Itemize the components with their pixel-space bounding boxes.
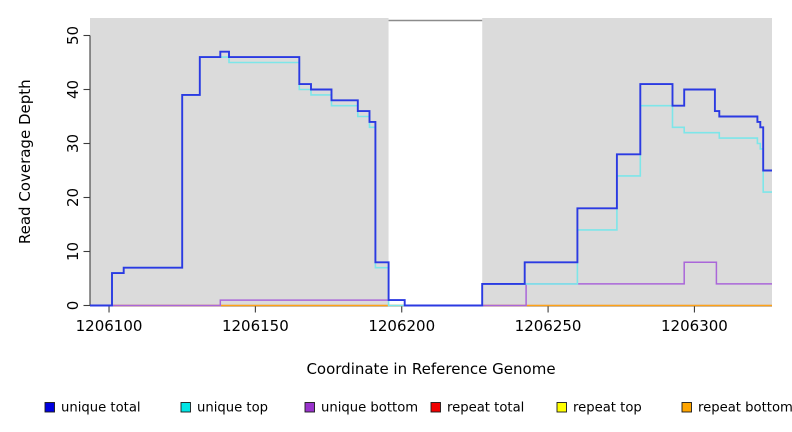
y-tick-label: 20: [64, 188, 82, 207]
coverage-region-shade: [90, 18, 389, 306]
series-line-unique-bottom: [90, 261, 772, 307]
y-tick-label: 0: [64, 301, 82, 311]
legend-label-unique-bottom: unique bottom: [321, 401, 418, 416]
legend-label-unique-top: unique top: [197, 401, 268, 416]
coverage-region-shade: [482, 18, 772, 306]
legend-label-unique-total: unique total: [61, 401, 141, 416]
legend-label-repeat-bottom: repeat bottom: [698, 401, 792, 416]
y-tick-label: 40: [64, 80, 82, 99]
y-tick-label: 30: [64, 134, 82, 153]
series-line-unique-total: [90, 50, 772, 307]
x-tick-label: 1206100: [76, 317, 143, 335]
legend-swatch-repeat-total: [430, 402, 441, 413]
x-tick-label: 1206200: [368, 317, 435, 335]
x-axis-title: Coordinate in Reference Genome: [306, 360, 555, 378]
x-tick-label: 1206150: [222, 317, 289, 335]
legend-swatch-unique-total: [44, 402, 55, 413]
legend-label-repeat-top: repeat top: [573, 401, 642, 416]
x-tick-label: 1206250: [515, 317, 582, 335]
legend-swatch-unique-top: [180, 402, 191, 413]
legend-swatch-repeat-bottom: [681, 402, 692, 413]
y-tick-label: 10: [64, 242, 82, 261]
y-axis-title: Read Coverage Depth: [16, 79, 34, 244]
legend-swatch-repeat-top: [556, 402, 567, 413]
legend-label-repeat-total: repeat total: [447, 401, 524, 416]
y-tick-label: 50: [64, 26, 82, 45]
legend-swatch-unique-bottom: [304, 402, 315, 413]
x-tick-label: 1206300: [661, 317, 728, 335]
